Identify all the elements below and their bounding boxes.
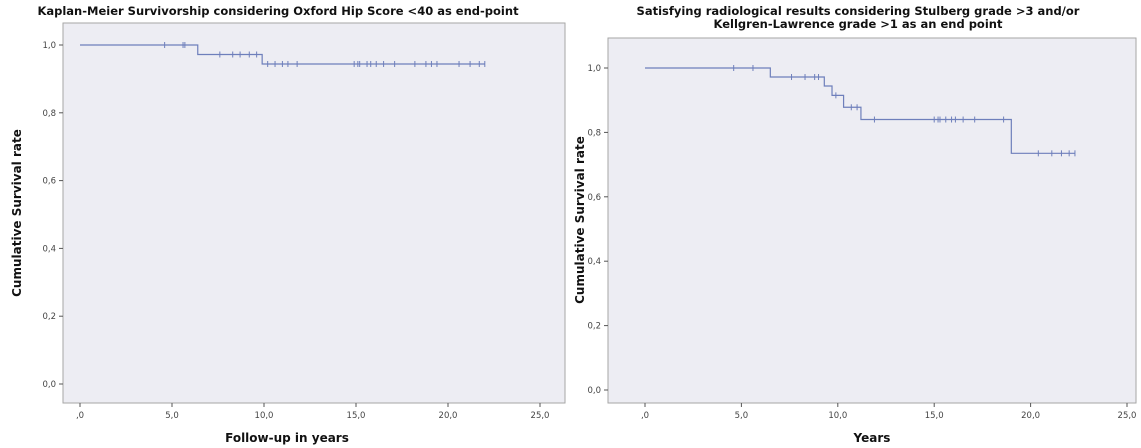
plot-area [62,22,566,404]
x-tick-label: 20,0 [439,411,458,421]
chart-title: Satisfying radiological results consider… [637,4,1080,18]
x-axis-label: Follow-up in years [225,431,349,445]
x-tick-label: 15,0 [347,411,366,421]
x-tick-label: 20,0 [1021,411,1040,421]
y-tick-label: 0,8 [42,109,56,119]
x-tick-label: 15,0 [925,411,944,421]
y-tick-label: 0,4 [587,257,601,267]
chart-title-line2: Kellgren-Lawrence grade >1 as an end poi… [714,17,1003,31]
y-tick-label: 1,0 [587,64,601,74]
survival-step-line [80,44,485,65]
y-tick-label: 0,8 [587,128,601,138]
y-tick-label: 0,2 [42,312,56,322]
x-axis: ,0 5,0 10,0 15,0 20,0 25,0 [641,403,1137,421]
x-tick-label: 25,0 [1118,411,1137,421]
x-tick-label: 10,0 [828,411,847,421]
x-tick-label: 25,0 [531,411,550,421]
y-tick-label: 0,0 [587,386,601,396]
x-tick-label: 10,0 [255,411,274,421]
chart-title: Kaplan-Meier Survivorship considering Ox… [37,4,519,18]
survival-curve [645,65,1076,157]
x-tick-label: ,0 [641,411,649,421]
y-tick-label: 0,4 [42,244,56,254]
x-tick-label: 5,0 [165,411,179,421]
y-tick-label: 0,6 [587,193,601,203]
y-axis: 0,0 0,2 0,4 0,6 0,8 1,0 [42,41,63,390]
x-axis: ,0 5,0 10,0 15,0 20,0 25,0 [76,403,550,421]
x-axis-label: Years [853,431,891,445]
y-axis-label: Cumulative Survival rate [10,129,24,297]
y-axis-label: Cumulative Survival rate [573,136,587,304]
survival-curve [80,42,486,67]
survival-step-line [645,67,1075,154]
y-tick-label: 0,0 [42,380,56,390]
y-axis: 0,0 0,2 0,4 0,6 0,8 1,0 [587,64,608,396]
chart-right: Satisfying radiological results consider… [573,4,1137,445]
chart-left: Kaplan-Meier Survivorship considering Ox… [10,4,566,445]
x-tick-label: ,0 [76,411,84,421]
y-tick-label: 1,0 [42,41,56,51]
y-tick-label: 0,2 [587,322,601,332]
y-tick-label: 0,6 [42,177,56,187]
x-tick-label: 5,0 [735,411,749,421]
plot-area [607,37,1137,404]
